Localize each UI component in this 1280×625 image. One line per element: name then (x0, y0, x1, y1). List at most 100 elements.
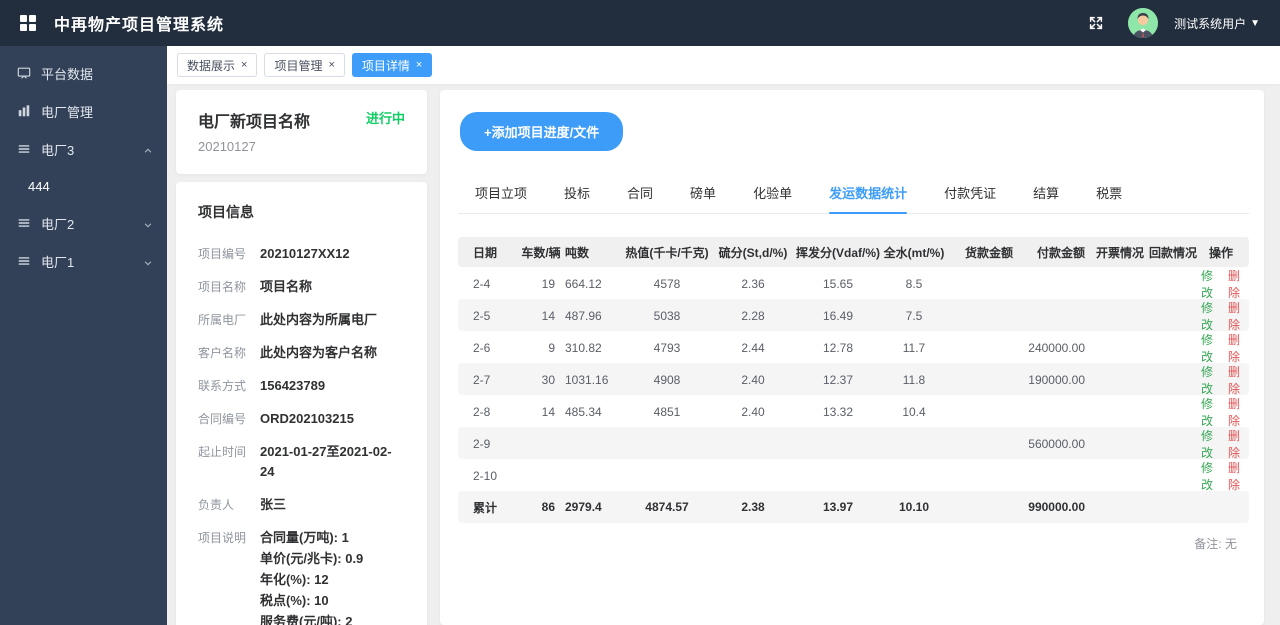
add-progress-button[interactable]: +添加项目进度/文件 (460, 112, 624, 151)
table-cell: 2.40 (741, 373, 765, 387)
table-cell: 16.49 (822, 309, 854, 323)
sidebar-item-5[interactable]: 电厂1 (0, 242, 167, 280)
edit-link[interactable]: 修改 (1201, 269, 1214, 300)
info-field: 项目名称 项目名称 (198, 277, 405, 297)
avatar[interactable] (1128, 8, 1159, 38)
table-cell: 2-5 (473, 309, 491, 323)
tab-付款凭证[interactable]: 付款凭证 (944, 186, 997, 201)
table-cell: 14 (541, 309, 555, 323)
column-header: 付款金额 (1036, 245, 1085, 260)
table-cell: 2-6 (473, 341, 491, 355)
info-field-value: 20210127XX12 (260, 246, 350, 261)
info-field: 合同编号 ORD202103215 (198, 409, 405, 429)
table-cell: 4874.57 (645, 500, 689, 514)
factory-icon (17, 104, 31, 118)
edit-link[interactable]: 修改 (1201, 461, 1214, 492)
info-field: 项目说明 合同量(万吨): 1 单价(元/兆卡): 0.9 年化(%): 12 税点(%… (198, 528, 405, 625)
tab-发运数据统计[interactable]: 发运数据统计 (829, 173, 908, 214)
info-field-value: 此处内容为所属电厂 (260, 312, 378, 327)
edit-link[interactable]: 修改 (1201, 333, 1214, 364)
delete-link[interactable]: 删除 (1228, 333, 1241, 364)
table-cell: 19 (541, 277, 555, 291)
row-actions: 修改 删除 (1201, 331, 1241, 365)
sidebar-item-label: 电厂2 (41, 216, 75, 232)
sidebar-item-1[interactable]: 平台数据 (0, 54, 167, 92)
info-field-value: 合同量(万吨): 1 单价(元/兆卡): 0.9 年化(%): 12 税点(%): 1… (260, 530, 364, 625)
project-detail-panel: +添加项目进度/文件 项目立项 投标 合同 磅单 化验单 发运数据统计 付款凭证 结算 税票 日… (440, 90, 1264, 625)
list-icon (17, 142, 31, 156)
table-cell: 190000.00 (1028, 373, 1085, 387)
tab-合同[interactable]: 合同 (627, 186, 654, 201)
info-field-label: 项目编号 (198, 247, 247, 261)
list-icon (17, 216, 31, 230)
edit-link[interactable]: 修改 (1201, 397, 1214, 428)
table-row: 2-7 30 1031.16 4908 2.40 12.37 11.8 190000.00 修改… (458, 363, 1249, 396)
table-cell: 2.40 (741, 405, 765, 419)
dashboard-icon (17, 66, 31, 80)
shipping-data-table: 日期 车数/辆 吨数 热值(千卡/千克) 硫分(St,d/%) 挥发分(Vdaf/%) 全水… (458, 237, 1249, 523)
delete-link[interactable]: 删除 (1228, 397, 1241, 428)
edit-link[interactable]: 修改 (1201, 365, 1214, 396)
table-row: 2-4 19 664.12 4578 2.36 15.65 8.5 修改 删除 (458, 267, 1249, 300)
tag-bar: 数据展示 × 项目管理 × 项目详情 × (167, 46, 1280, 84)
edit-link[interactable]: 修改 (1201, 301, 1214, 332)
delete-link[interactable]: 删除 (1228, 429, 1241, 460)
table-cell: 12.37 (822, 373, 854, 387)
topbar-right: 测试系统用户 ▼ (1088, 8, 1260, 38)
chevron-down-icon (143, 218, 153, 228)
delete-link[interactable]: 删除 (1228, 365, 1241, 396)
tab-投标[interactable]: 投标 (564, 186, 591, 201)
info-field-label: 起止时间 (198, 445, 247, 459)
tab-结算[interactable]: 结算 (1033, 186, 1060, 201)
table-header-row: 日期 车数/辆 吨数 热值(千卡/千克) 硫分(St,d/%) 挥发分(Vdaf/%) 全水… (458, 237, 1249, 267)
sidebar-subitem[interactable]: 444 (28, 178, 50, 194)
info-field-label: 项目说明 (198, 531, 247, 545)
tab-项目立项[interactable]: 项目立项 (475, 186, 528, 201)
tab-项目详情[interactable]: 项目详情 × (351, 53, 433, 77)
info-field: 负责人 张三 (198, 495, 405, 515)
sidebar-item-2[interactable]: 电厂管理 (0, 92, 167, 130)
tab-磅单[interactable]: 磅单 (690, 186, 717, 201)
info-field: 起止时间 2021-01-27至2021-02-24 (198, 442, 405, 482)
close-icon[interactable]: × (241, 58, 248, 71)
tab-化验单[interactable]: 化验单 (753, 186, 793, 201)
table-cell: 12.78 (822, 341, 854, 355)
fullscreen-icon[interactable] (1088, 15, 1104, 31)
info-field-label: 所属电厂 (198, 313, 247, 327)
tab-数据展示[interactable]: 数据展示 × (177, 53, 258, 77)
table-cell: 8.5 (905, 277, 923, 291)
table-cell: 11.7 (902, 341, 926, 355)
table-cell: 4851 (653, 405, 681, 419)
table-cell: 10.4 (902, 405, 926, 419)
left-column: 电厂新项目名称 进行中 20210127 项目信息 项目编号 20210127XX… (176, 90, 427, 625)
edit-link[interactable]: 修改 (1201, 429, 1214, 460)
delete-link[interactable]: 删除 (1228, 269, 1241, 300)
column-header: 全水(mt/%) (883, 245, 945, 260)
project-summary-card: 电厂新项目名称 进行中 20210127 (176, 90, 427, 174)
sidebar-item-4[interactable]: 电厂2 (0, 204, 167, 242)
summary-row: 累计 86 2979.4 4874.57 2.38 13.97 10.10 990000.00 (458, 491, 1249, 523)
user-menu[interactable]: 测试系统用户 ▼ (1174, 15, 1260, 32)
sidebar-item-label: 电厂管理 (41, 104, 94, 120)
tab-税票[interactable]: 税票 (1096, 186, 1123, 201)
table-cell: 2-9 (473, 437, 491, 451)
close-icon[interactable]: × (415, 58, 423, 71)
table-cell: 11.8 (902, 373, 926, 387)
table-cell: 13.97 (822, 500, 854, 514)
info-field-label: 合同编号 (198, 412, 247, 426)
delete-link[interactable]: 删除 (1228, 461, 1241, 492)
close-icon[interactable]: × (328, 58, 335, 71)
info-field-value: 此处内容为客户名称 (260, 345, 378, 360)
table-cell: 4793 (653, 341, 681, 355)
info-field-value: 项目名称 (260, 279, 313, 294)
sidebar: 平台数据电厂管理电厂3 444 电厂2 电厂1 (0, 46, 167, 625)
sidebar-item-3[interactable]: 电厂3 (0, 130, 167, 168)
table-cell: 30 (541, 373, 555, 387)
project-status-badge: 进行中 (365, 111, 405, 126)
table-cell: 240000.00 (1028, 341, 1085, 355)
sidebar-item-label: 平台数据 (41, 66, 94, 82)
table-cell: 2979.4 (565, 500, 602, 514)
delete-link[interactable]: 删除 (1228, 301, 1241, 332)
apps-grid-icon[interactable] (20, 15, 36, 31)
tab-项目管理[interactable]: 项目管理 × (264, 53, 345, 77)
